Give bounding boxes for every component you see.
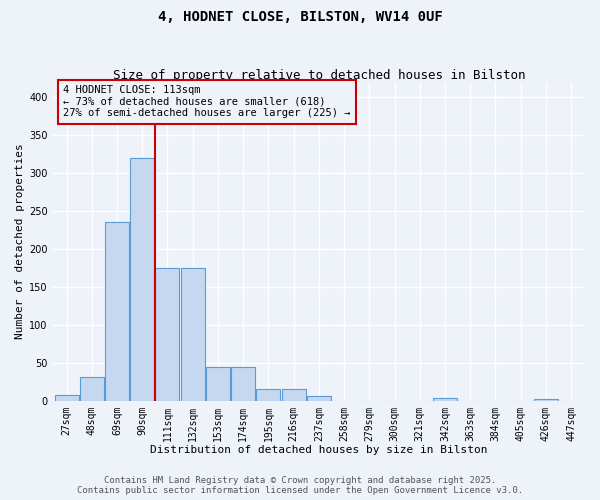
X-axis label: Distribution of detached houses by size in Bilston: Distribution of detached houses by size …	[150, 445, 488, 455]
Bar	[256, 390, 280, 400]
Y-axis label: Number of detached properties: Number of detached properties	[15, 144, 25, 339]
Title: Size of property relative to detached houses in Bilston: Size of property relative to detached ho…	[113, 69, 525, 82]
Bar	[433, 398, 457, 400]
Bar	[231, 368, 255, 400]
Bar	[130, 158, 154, 400]
Text: 4, HODNET CLOSE, BILSTON, WV14 0UF: 4, HODNET CLOSE, BILSTON, WV14 0UF	[158, 10, 442, 24]
Bar	[534, 399, 558, 400]
Bar	[281, 390, 305, 400]
Bar	[307, 396, 331, 400]
Bar	[80, 377, 104, 400]
Bar	[55, 394, 79, 400]
Bar	[105, 222, 129, 400]
Bar	[155, 268, 179, 400]
Text: 4 HODNET CLOSE: 113sqm
← 73% of detached houses are smaller (618)
27% of semi-de: 4 HODNET CLOSE: 113sqm ← 73% of detached…	[63, 85, 351, 118]
Bar	[181, 268, 205, 400]
Bar	[206, 368, 230, 400]
Text: Contains HM Land Registry data © Crown copyright and database right 2025.
Contai: Contains HM Land Registry data © Crown c…	[77, 476, 523, 495]
